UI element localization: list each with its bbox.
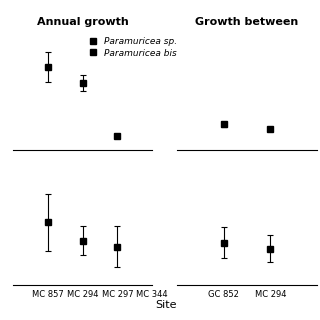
Legend: Paramuricea sp.B3, Paramuricea biscaya: Paramuricea sp.B3, Paramuricea biscaya bbox=[80, 33, 202, 61]
Title: Growth between: Growth between bbox=[196, 17, 299, 27]
Title: Annual growth: Annual growth bbox=[37, 17, 128, 27]
Text: Site: Site bbox=[156, 300, 177, 310]
